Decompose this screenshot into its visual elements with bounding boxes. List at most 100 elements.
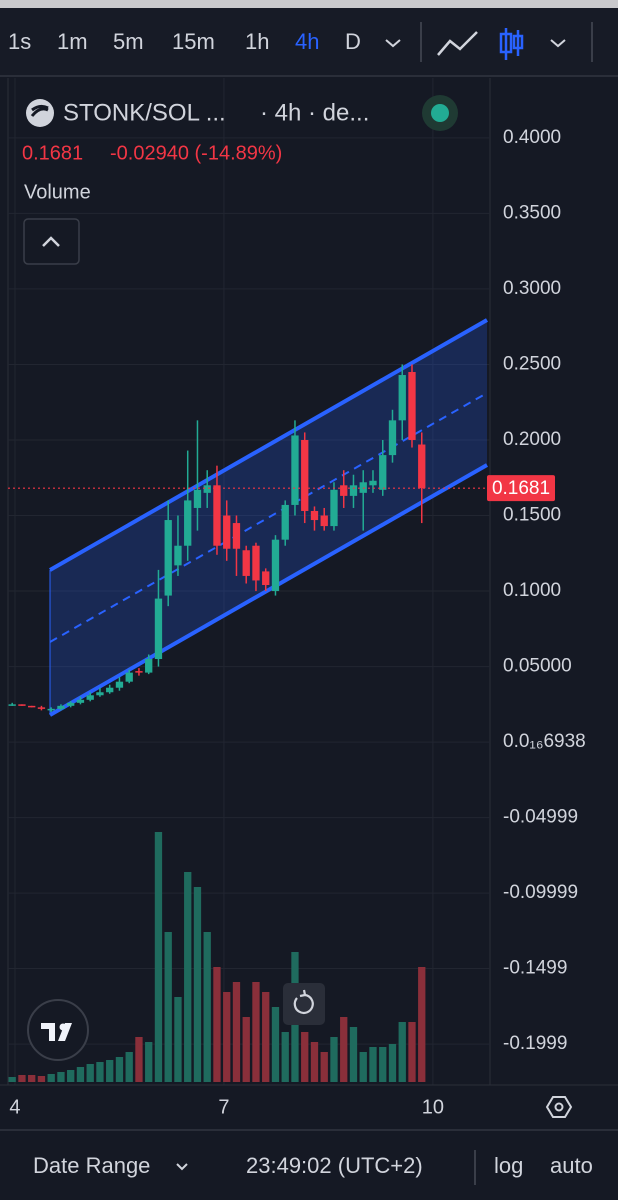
symbol-meta: · 4h · de... xyxy=(260,99,369,126)
volume-bar xyxy=(96,1062,104,1082)
volume-bar xyxy=(379,1047,387,1082)
y-tick-label: 0.0₁₆6938 xyxy=(503,731,586,752)
volume-bar xyxy=(76,1067,85,1082)
x-tick-label: 7 xyxy=(218,1096,229,1118)
y-tick-label: 0.05000 xyxy=(503,656,572,677)
interval-button[interactable]: 5m xyxy=(113,29,144,54)
volume-bar xyxy=(174,997,182,1082)
candle-body xyxy=(301,439,309,511)
last-price-label: 0.1681 xyxy=(492,478,550,499)
volume-bar xyxy=(349,1027,358,1082)
interval-button[interactable]: 1h xyxy=(245,29,269,54)
volume-bar xyxy=(418,967,426,1082)
volume-bar xyxy=(154,832,163,1082)
candle-body xyxy=(37,707,46,709)
interval-button[interactable]: 1m xyxy=(57,29,88,54)
volume-bar xyxy=(86,1064,94,1082)
reset-button[interactable] xyxy=(283,983,325,1025)
collapse-button[interactable] xyxy=(23,218,80,265)
symbol[interactable]: STONK/SOL ... xyxy=(63,99,226,126)
interval-button[interactable]: 15m xyxy=(172,29,215,54)
volume-bar xyxy=(203,932,211,1082)
candle-body xyxy=(359,482,367,493)
candle-body xyxy=(379,455,387,490)
volume-bar xyxy=(271,1007,280,1082)
y-tick-label: 0.2000 xyxy=(503,429,561,450)
interval-button[interactable]: D xyxy=(345,29,361,54)
legend-change: -0.02940 (-14.89%) xyxy=(110,142,282,164)
y-tick-label: 0.4000 xyxy=(503,127,561,148)
plot xyxy=(8,78,490,1085)
candle-body xyxy=(57,705,65,709)
symbol-logo-mark xyxy=(30,104,49,117)
candle-body xyxy=(320,515,328,527)
candle-body xyxy=(76,699,85,703)
candle-body xyxy=(223,515,231,549)
top-edge xyxy=(0,0,618,8)
candle-body xyxy=(330,489,338,527)
last-price-box xyxy=(487,475,555,502)
volume-bar xyxy=(252,982,260,1082)
candle-body xyxy=(418,444,426,489)
volume-bar xyxy=(398,1022,406,1082)
chart-type-menu[interactable] xyxy=(550,39,566,48)
settings-icon[interactable] xyxy=(545,1096,573,1118)
reset-icon xyxy=(293,989,314,1014)
candle-body xyxy=(291,435,299,505)
date-range[interactable]: Date Range xyxy=(33,1153,150,1178)
volume-bar xyxy=(67,1070,75,1082)
candle-body xyxy=(47,708,55,711)
status-dot xyxy=(431,104,449,122)
candle-body xyxy=(271,539,280,592)
volume-bar xyxy=(106,1060,114,1082)
candle-body xyxy=(398,375,406,421)
y-tick-label: 0.1000 xyxy=(503,580,561,601)
volume-bar xyxy=(57,1072,65,1082)
legend-price: 0.1681 xyxy=(22,142,83,164)
candle-body xyxy=(125,672,133,682)
volume-bar xyxy=(281,1032,289,1082)
x-tick-label: 4 xyxy=(9,1096,20,1118)
candle-body xyxy=(154,598,163,660)
y-tick-label: -0.04999 xyxy=(503,807,578,828)
volume-bar xyxy=(330,1037,338,1082)
volume-bar xyxy=(135,1037,143,1082)
logo-dot xyxy=(59,1023,67,1031)
candle-body xyxy=(86,695,94,700)
candle-body xyxy=(213,485,221,546)
y-tick-label: 0.3500 xyxy=(503,202,561,223)
volume-bar xyxy=(320,1052,328,1082)
volume-bar xyxy=(262,992,270,1082)
volume-bar xyxy=(242,1017,250,1082)
date-range-chevron xyxy=(176,1163,188,1171)
y-tick-label: 0.2500 xyxy=(503,353,561,374)
interval-menu[interactable] xyxy=(385,39,401,48)
study-name: Volume xyxy=(24,181,91,203)
candle-body xyxy=(135,671,143,673)
y-tick-label: 0.3000 xyxy=(503,278,561,299)
y-tick-label: -0.1499 xyxy=(503,958,567,979)
volume-bar xyxy=(164,932,172,1082)
candle-body xyxy=(184,500,192,546)
interval-button[interactable]: 1s xyxy=(8,29,31,54)
volume-bar xyxy=(145,1042,153,1082)
volume-bar xyxy=(213,967,221,1082)
symbol-logo xyxy=(26,99,54,127)
line-chart-icon[interactable] xyxy=(437,31,478,56)
overlay xyxy=(8,364,490,712)
settings-icon-center xyxy=(554,1102,564,1112)
collapse-icon xyxy=(42,236,60,247)
volume-bar xyxy=(193,887,202,1082)
y-tick-label: -0.1999 xyxy=(503,1033,567,1054)
logo-button[interactable] xyxy=(27,999,89,1061)
candle-body xyxy=(193,489,202,508)
interval-button[interactable]: 4h xyxy=(295,29,319,54)
log-toggle[interactable]: log xyxy=(494,1153,523,1178)
volume-bar xyxy=(408,1022,416,1082)
volume-bar xyxy=(301,1032,309,1082)
candle-body xyxy=(164,520,172,596)
clock[interactable]: 23:49:02 (UTC+2) xyxy=(246,1153,423,1178)
candle-icon[interactable] xyxy=(499,28,524,60)
auto-toggle[interactable]: auto xyxy=(550,1153,593,1178)
candle-body xyxy=(262,571,270,585)
